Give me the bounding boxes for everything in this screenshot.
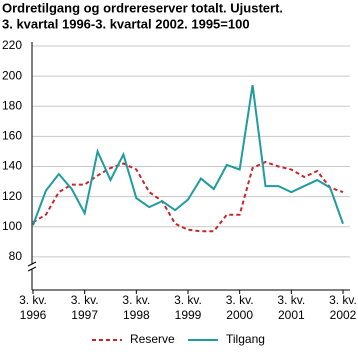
chart-title: Ordretilgang og ordrereserver totalt. Uj… xyxy=(2,0,283,15)
y-tick-label: 140 xyxy=(2,159,22,173)
y-tick-label: 80 xyxy=(9,249,23,263)
y-tick-label: 100 xyxy=(2,219,22,233)
axis-break-gap xyxy=(28,264,36,269)
x-tick-label: 3. kv. 1996 xyxy=(19,293,47,322)
x-tick-label: 3. kv. 2002 xyxy=(329,293,357,322)
legend-label: Tilgang xyxy=(226,332,265,346)
legend-label: Reserve xyxy=(130,332,175,346)
axis-break xyxy=(27,261,37,267)
y-tick-label: 200 xyxy=(2,68,22,82)
x-tick-label: 3. kv. 2000 xyxy=(225,293,254,322)
y-tick-label: 220 xyxy=(2,38,22,52)
y-tick-label: 180 xyxy=(2,98,22,112)
x-tick-label: 3. kv. 1999 xyxy=(174,293,202,322)
chart-subtitle: 3. kvartal 1996-3. kvartal 2002. 1995=10… xyxy=(2,16,250,31)
series-line xyxy=(32,85,344,226)
x-tick-label: 3. kv. 1997 xyxy=(70,293,99,322)
axis-break xyxy=(27,266,37,272)
x-tick-label: 3. kv. 1998 xyxy=(122,293,151,322)
series-line xyxy=(32,160,344,233)
x-tick-label: 3. kv. 2001 xyxy=(277,293,306,322)
y-tick-label: 120 xyxy=(2,189,22,203)
y-tick-label: 160 xyxy=(2,129,22,143)
